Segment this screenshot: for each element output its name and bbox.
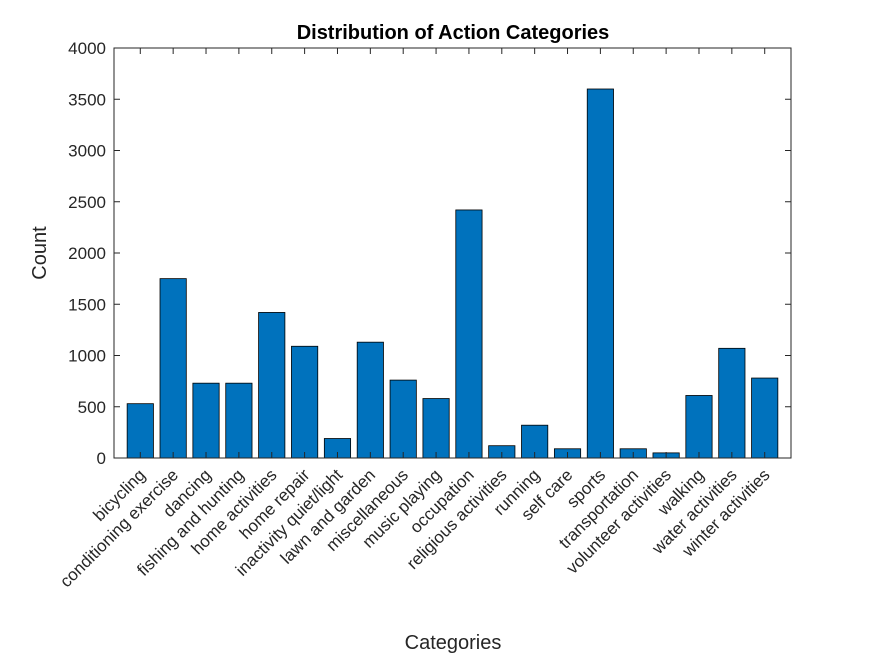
y-tick-label: 500 — [78, 398, 106, 417]
bar-walking — [685, 395, 713, 459]
y-tick-label: 2000 — [68, 244, 106, 263]
bar-dancing — [192, 382, 220, 459]
x-axis-label: Categories — [405, 632, 502, 654]
bar-music-playing — [422, 398, 450, 459]
bar-conditioning-exercise — [159, 278, 187, 459]
bar-water-activities — [718, 347, 746, 459]
y-tick-label: 0 — [97, 449, 106, 468]
y-tick-label: 3000 — [68, 142, 106, 161]
y-tick-label: 1500 — [68, 295, 106, 314]
bar-winter-activities — [751, 377, 779, 459]
y-tick-label: 4000 — [68, 39, 106, 58]
bar-fishing-and-hunting — [225, 382, 253, 459]
y-axis-ticks: 0 500 1000 1500 2000 2500 3000 3500 4000 — [68, 39, 791, 468]
bar-home-repair — [291, 345, 319, 459]
bar-bicycling — [126, 403, 154, 459]
bar-lawn-and-garden — [356, 341, 384, 459]
y-tick-label: 2500 — [68, 193, 106, 212]
y-axis-label: Count — [29, 226, 51, 280]
chart-title: Distribution of Action Categories — [297, 22, 610, 44]
bar-sports — [586, 88, 614, 459]
bar-home-activities — [258, 312, 286, 459]
y-tick-label: 3500 — [68, 90, 106, 109]
bar-occupation — [455, 209, 483, 459]
bars-group — [126, 88, 779, 459]
y-tick-label: 1000 — [68, 347, 106, 366]
bar-miscellaneous — [389, 379, 417, 459]
